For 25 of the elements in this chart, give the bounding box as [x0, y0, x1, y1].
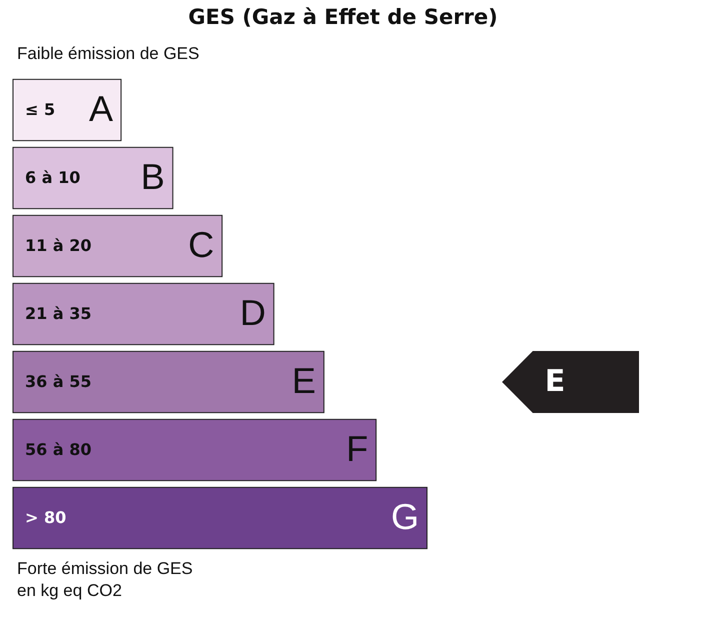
annotation: 36 à 55 [25, 372, 92, 391]
y-tick-label: G [390, 496, 419, 537]
chart-subtitle: Faible émission de GES [17, 44, 200, 63]
bar [12, 78, 122, 142]
annotation: 56 à 80 [25, 440, 92, 459]
text: E [544, 364, 566, 399]
bar [12, 282, 274, 346]
bar [12, 486, 428, 550]
annotation: > 80 [25, 508, 66, 527]
bar [12, 146, 174, 210]
bar [12, 350, 324, 414]
y-tick-label: D [240, 292, 266, 333]
y-tick-label: F [346, 428, 368, 469]
y-tick-label: B [140, 156, 165, 197]
bar [12, 214, 223, 278]
chart-title: GES (Gaz à Effet de Serre) [188, 5, 498, 29]
bar [12, 418, 377, 482]
text: en kg eq CO2 [17, 581, 122, 600]
annotation: ≤ 5 [25, 100, 56, 119]
annotation: 21 à 35 [25, 304, 92, 323]
text: Forte émission de GES [17, 559, 193, 578]
annotation: 11 à 20 [25, 236, 92, 255]
y-tick-label: A [89, 88, 114, 129]
annotation: 6 à 10 [25, 168, 80, 187]
y-tick-label: C [188, 224, 214, 265]
